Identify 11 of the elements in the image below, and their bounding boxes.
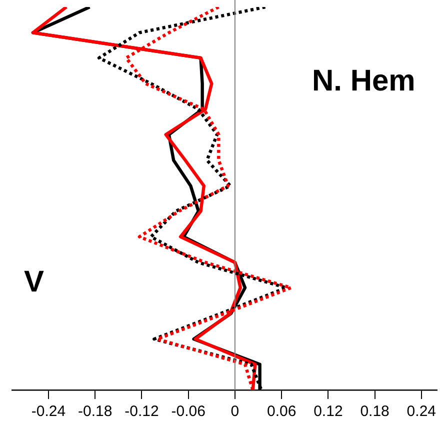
annotation: N. Hem bbox=[312, 64, 416, 98]
x-tick-label: 0 bbox=[230, 403, 240, 420]
x-tick-label: -0.12 bbox=[124, 403, 159, 420]
x-tick-label: 0.24 bbox=[406, 403, 436, 420]
x-tick-label: 0.06 bbox=[266, 403, 296, 420]
annotation: V bbox=[24, 265, 44, 298]
x-tick-label: 0.18 bbox=[360, 403, 390, 420]
x-tick-label: -0.24 bbox=[31, 403, 66, 420]
x-tick-label: -0.18 bbox=[78, 403, 112, 420]
x-tick-label: -0.06 bbox=[171, 403, 206, 420]
x-tick-label: 0.12 bbox=[314, 403, 343, 420]
